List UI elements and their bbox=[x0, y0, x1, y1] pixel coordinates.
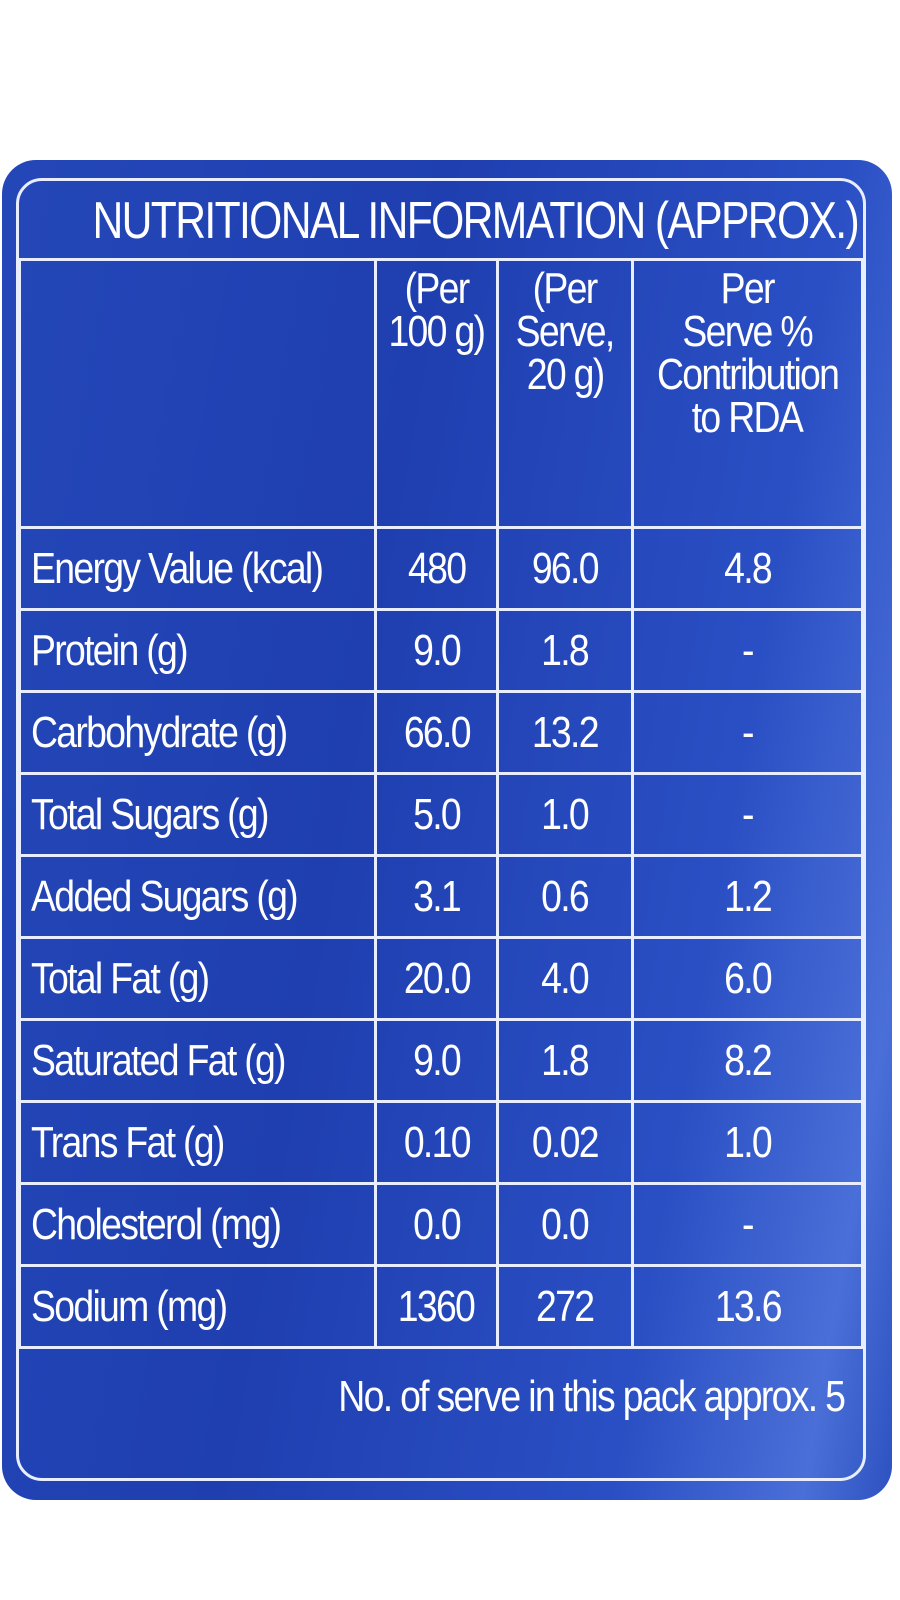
nutrient-name: Sodium (mg) bbox=[31, 1281, 228, 1331]
value-rda: - bbox=[741, 1199, 754, 1249]
table-row: Trans Fat (g) 0.10 0.02 1.0 bbox=[18, 1100, 865, 1185]
value-rda: 13.6 bbox=[714, 1281, 782, 1331]
value-rda: - bbox=[741, 789, 754, 839]
value-per-serve: 13.2 bbox=[531, 707, 600, 757]
header-nutrient bbox=[18, 258, 377, 529]
table-row: Energy Value (kcal) 480 96.0 4.8 bbox=[18, 526, 865, 611]
table-row: Protein (g) 9.0 1.8 - bbox=[18, 608, 865, 693]
value-per-100g: 0.10 bbox=[403, 1117, 471, 1167]
value-rda: - bbox=[741, 625, 754, 675]
value-per-serve: 0.02 bbox=[531, 1117, 600, 1167]
value-per-100g: 1360 bbox=[398, 1281, 476, 1331]
value-per-100g: 3.1 bbox=[412, 871, 462, 921]
value-per-100g: 5.0 bbox=[412, 789, 462, 839]
table-row: Saturated Fat (g) 9.0 1.8 8.2 bbox=[18, 1018, 865, 1103]
value-per-serve: 0.0 bbox=[541, 1199, 590, 1249]
nutrient-name: Saturated Fat (g) bbox=[31, 1035, 287, 1085]
nutrient-name: Cholesterol (mg) bbox=[31, 1199, 282, 1249]
nutrient-name: Total Fat (g) bbox=[31, 953, 210, 1003]
value-per-100g: 9.0 bbox=[412, 625, 462, 675]
value-rda: 8.2 bbox=[723, 1035, 773, 1085]
header-rda: Per Serve % Contribution to RDA bbox=[630, 258, 865, 529]
value-per-serve: 272 bbox=[536, 1281, 595, 1331]
nutrient-name: Carbohydrate (g) bbox=[31, 707, 288, 757]
value-rda: - bbox=[741, 707, 754, 757]
value-rda: 6.0 bbox=[723, 953, 773, 1003]
value-per-serve: 0.6 bbox=[541, 871, 590, 921]
servings-note: No. of serve in this pack approx. 5 bbox=[338, 1371, 847, 1421]
table-row: Sodium (mg) 1360 272 13.6 bbox=[18, 1264, 865, 1349]
value-per-serve: 96.0 bbox=[531, 543, 600, 593]
nutrient-name: Added Sugars (g) bbox=[31, 871, 299, 921]
table-row: Added Sugars (g) 3.1 0.6 1.2 bbox=[18, 854, 865, 939]
footer-row: No. of serve in this pack approx. 5 bbox=[19, 1346, 863, 1444]
table-header-row: (Per 100 g) (Per Serve, 20 g) Per Serve % Con… bbox=[18, 258, 865, 529]
table-row: Carbohydrate (g) 66.0 13.2 - bbox=[18, 690, 865, 775]
value-per-100g: 20.0 bbox=[403, 953, 471, 1003]
nutrition-table: (Per 100 g) (Per Serve, 20 g) Per Serve % Con… bbox=[18, 258, 865, 1444]
value-per-100g: 480 bbox=[407, 543, 467, 593]
nutrient-name: Trans Fat (g) bbox=[31, 1117, 225, 1167]
header-per-100g: (Per 100 g) bbox=[373, 258, 499, 529]
value-per-serve: 4.0 bbox=[541, 953, 590, 1003]
value-per-100g: 66.0 bbox=[403, 707, 471, 757]
label-border bbox=[16, 178, 866, 1481]
table-row: Cholesterol (mg) 0.0 0.0 - bbox=[18, 1182, 865, 1267]
value-per-serve: 1.0 bbox=[541, 789, 590, 839]
value-rda: 4.8 bbox=[723, 543, 773, 593]
nutrient-name: Protein (g) bbox=[31, 625, 189, 675]
value-per-100g: 0.0 bbox=[412, 1199, 462, 1249]
table-row: Total Fat (g) 20.0 4.0 6.0 bbox=[18, 936, 865, 1021]
header-per-serve: (Per Serve, 20 g) bbox=[495, 258, 634, 529]
value-per-serve: 1.8 bbox=[541, 625, 590, 675]
value-per-serve: 1.8 bbox=[541, 1035, 590, 1085]
table-row: Total Sugars (g) 5.0 1.0 - bbox=[18, 772, 865, 857]
value-rda: 1.2 bbox=[723, 871, 773, 921]
nutrient-name: Energy Value (kcal) bbox=[31, 543, 324, 593]
nutrient-name: Total Sugars (g) bbox=[31, 789, 269, 839]
value-rda: 1.0 bbox=[723, 1117, 773, 1167]
value-per-100g: 9.0 bbox=[412, 1035, 462, 1085]
label-title: NUTRITIONAL INFORMATION (APPROX.) bbox=[92, 192, 860, 250]
